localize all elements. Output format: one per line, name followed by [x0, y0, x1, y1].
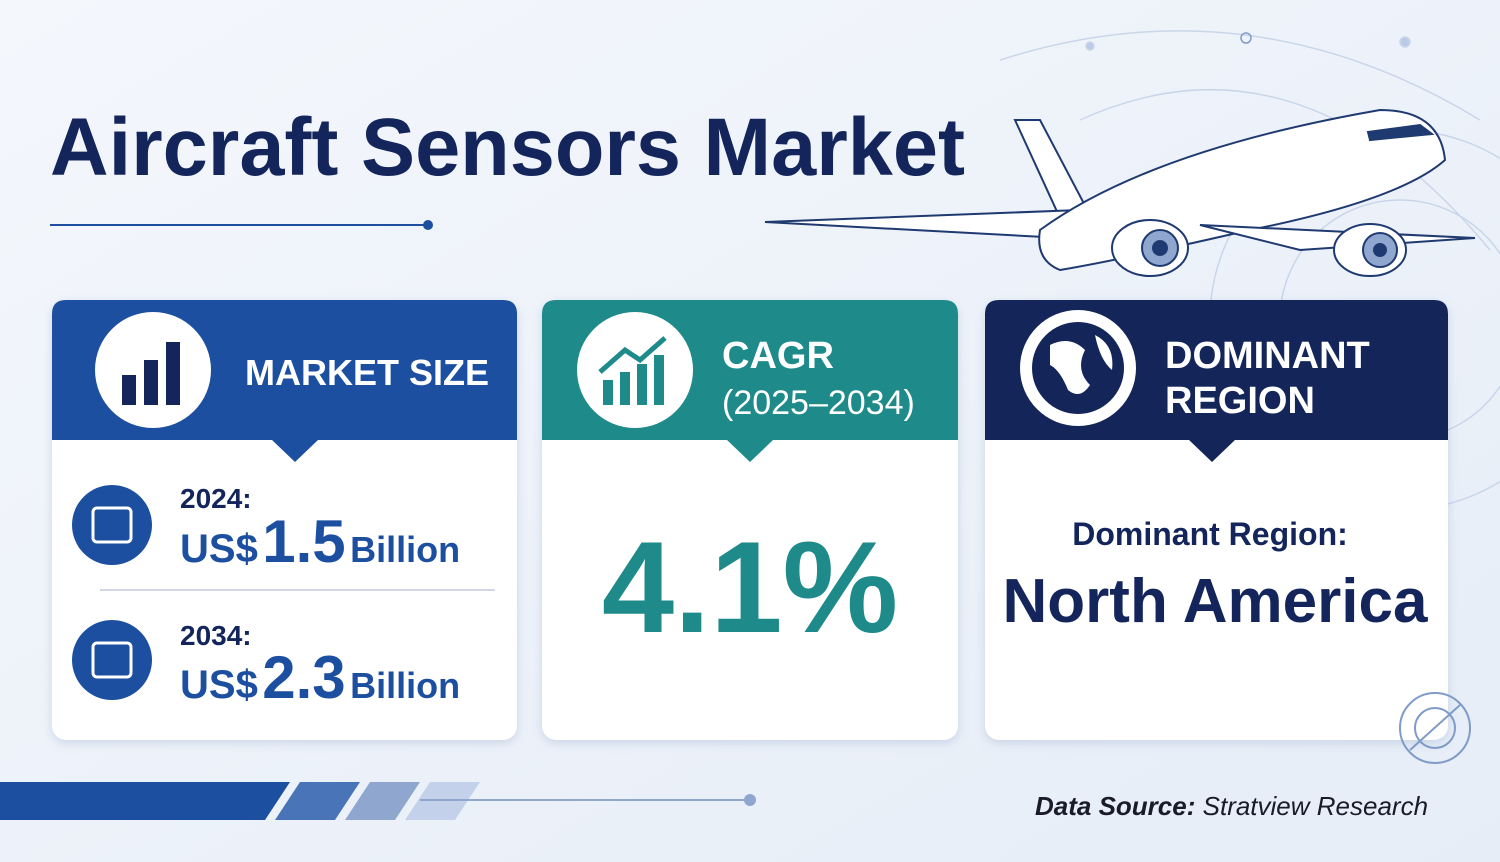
- title: Aircraft Sensors Market: [50, 102, 965, 193]
- network-decoration-path: [999, 30, 1481, 121]
- footer-stripes-path: [275, 782, 360, 820]
- market-size-card-g-circle: [72, 620, 152, 700]
- year-label: 2034:: [180, 620, 252, 651]
- cagr-card-path: [598, 336, 667, 374]
- market-value: US$ 1.5 Billion: [180, 508, 460, 575]
- amount: 2.3: [262, 644, 345, 711]
- region-card: DOMINANT REGION Dominant Region: North A…: [985, 300, 1471, 764]
- market-value: US$ 2.3 Billion: [180, 644, 460, 711]
- footer-stripes-path: [0, 782, 290, 820]
- airplane-circle: [1152, 240, 1168, 256]
- network-decoration-path: [1079, 88, 1491, 251]
- region-value: North America: [1003, 567, 1428, 636]
- cagr-card-g: [603, 355, 664, 405]
- year-label: 2024:: [180, 483, 252, 514]
- cagr-card: CAGR (2025–2034) 4.1%: [542, 300, 958, 740]
- amount: 1.5: [262, 508, 345, 575]
- network-decoration-circle: [1085, 41, 1095, 51]
- card-subheader: (2025–2034): [722, 384, 915, 422]
- unit: Billion: [350, 665, 460, 706]
- cagr-card-g-rect: [620, 372, 630, 405]
- network-decoration-circle: [1240, 32, 1252, 44]
- market-size-card-g: [72, 485, 152, 700]
- airplane-circle: [1373, 243, 1387, 257]
- source-name: Stratview Research: [1203, 791, 1428, 821]
- network-decoration-circle: [1399, 36, 1411, 48]
- source-label: Data Source:: [1035, 791, 1195, 821]
- region-label: Dominant Region:: [1072, 516, 1348, 552]
- market-size-card-g-rect: [166, 342, 180, 405]
- footer-stripes: [0, 782, 756, 820]
- market-size-card-g: [91, 506, 133, 679]
- market-size-card-g-rect: [91, 641, 133, 679]
- card-header: MARKET SIZE: [245, 352, 489, 393]
- market-size-card: MARKET SIZE 2024: US$ 1.5 Billion 2034: …: [52, 300, 517, 740]
- cagr-card-g-rect: [654, 355, 664, 405]
- cagr-value: 4.1%: [602, 514, 898, 660]
- cagr-card-circle: [577, 312, 693, 428]
- title-dot: [423, 220, 433, 230]
- card-header: DOMINANT: [1165, 335, 1370, 377]
- footer-stripes-circle: [744, 794, 756, 806]
- card-header: CAGR: [722, 335, 834, 377]
- card-header: REGION: [1165, 380, 1315, 422]
- currency: US$: [180, 527, 258, 571]
- region-card-g-circle: [1399, 692, 1471, 764]
- source: Data Source: Stratview Research: [1035, 791, 1428, 821]
- unit: Billion: [350, 529, 460, 570]
- airplane: [764, 108, 1476, 277]
- airplane-path: [1366, 123, 1435, 142]
- currency: US$: [180, 663, 258, 707]
- market-size-card-g: [122, 342, 180, 405]
- footer-stripes-path: [345, 782, 420, 820]
- market-size-card-g-rect: [144, 360, 158, 405]
- region-card-g-circle: [1414, 707, 1456, 749]
- region-card-g: [1399, 692, 1471, 764]
- market-size-card-g-rect: [122, 375, 136, 405]
- region-card-g-path: [1409, 704, 1461, 751]
- market-size-card-g-rect: [91, 506, 133, 544]
- cagr-card-g-rect: [637, 364, 647, 405]
- region-card-path: [1050, 335, 1113, 394]
- cagr-card-g-rect: [603, 380, 613, 405]
- market-size-card-g-circle: [72, 485, 152, 565]
